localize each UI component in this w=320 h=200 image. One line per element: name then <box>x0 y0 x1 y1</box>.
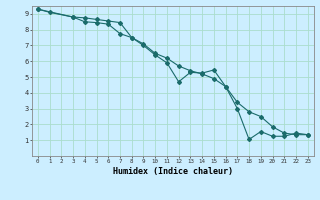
X-axis label: Humidex (Indice chaleur): Humidex (Indice chaleur) <box>113 167 233 176</box>
